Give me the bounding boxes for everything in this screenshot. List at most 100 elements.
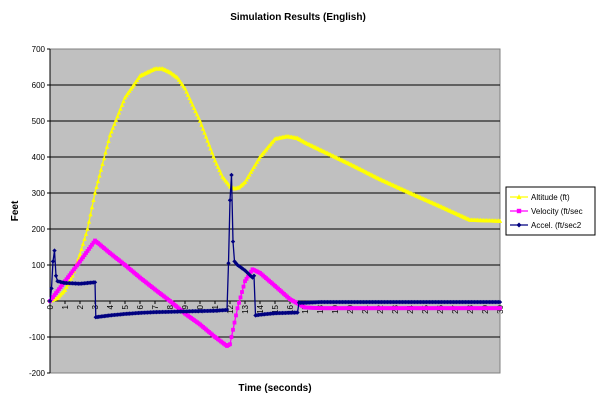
data-point (95, 178, 101, 184)
x-tick-label: 16 (286, 304, 295, 313)
data-point (77, 251, 83, 256)
data-point (49, 286, 54, 291)
data-point (184, 89, 189, 94)
data-point (242, 268, 248, 273)
data-point (208, 146, 213, 151)
series-3 (47, 172, 503, 320)
data-point (191, 105, 197, 110)
data-point (52, 293, 57, 297)
data-point (90, 242, 94, 247)
x-tick-label: 0 (46, 304, 55, 309)
data-point (214, 161, 219, 166)
y-tick-label: 0 (41, 297, 46, 306)
chart-title: Simulation Results (English) (230, 12, 366, 23)
data-point (88, 244, 93, 249)
x-tick-label: 5 (121, 304, 130, 309)
data-point (73, 265, 78, 270)
data-point (84, 251, 88, 255)
data-point (249, 269, 253, 274)
data-point (187, 95, 192, 101)
y-tick-label: -100 (29, 333, 46, 342)
data-point (197, 118, 203, 123)
data-point (205, 138, 210, 143)
data-point (106, 138, 111, 143)
y-tick-label: 400 (32, 153, 46, 162)
data-point (295, 310, 300, 315)
plot-area (49, 48, 501, 374)
data-point (104, 144, 110, 149)
data-point (53, 273, 59, 278)
data-point (64, 284, 69, 290)
data-point (92, 190, 98, 195)
data-point (69, 271, 73, 276)
data-point (215, 164, 221, 169)
data-point (256, 156, 261, 162)
data-point (79, 257, 84, 262)
data-point (92, 280, 98, 285)
data-point (82, 253, 87, 258)
data-point (244, 177, 249, 182)
data-point (75, 263, 79, 268)
data-point (217, 167, 222, 173)
data-point (497, 218, 503, 223)
data-point (254, 159, 260, 164)
data-point (250, 275, 255, 280)
data-point (232, 259, 237, 264)
data-point (88, 212, 93, 217)
data-point (245, 174, 251, 179)
data-point (66, 275, 70, 280)
y-tick-label: 300 (32, 189, 46, 198)
legend-box (505, 186, 596, 236)
data-point (54, 291, 58, 295)
data-point (227, 198, 233, 203)
x-axis-title: Time (seconds) (238, 383, 311, 394)
data-point (188, 98, 194, 104)
data-point (229, 172, 234, 178)
data-point (64, 277, 69, 282)
x-tick-label: 6 (136, 304, 145, 309)
data-point (185, 92, 191, 97)
data-point (190, 102, 195, 107)
x-tick-label: 15 (271, 304, 280, 313)
y-tick-label: -200 (29, 369, 46, 378)
x-tick-label: 9 (181, 304, 190, 309)
data-point (247, 272, 252, 277)
data-point (70, 269, 75, 274)
data-point (116, 110, 122, 115)
data-point (230, 239, 236, 244)
y-axis-title: Feet (10, 200, 21, 221)
y-tick-label: 700 (32, 45, 46, 54)
x-tick-label: 4 (106, 304, 115, 309)
legend-label: Accel. (ft/sec2 (531, 221, 582, 230)
data-point (248, 169, 254, 174)
data-point (218, 170, 224, 176)
data-point (182, 86, 188, 91)
data-point (49, 297, 54, 301)
y-tick-label: 200 (32, 225, 46, 234)
data-point (224, 307, 230, 313)
data-point (251, 273, 257, 278)
data-point (245, 271, 251, 276)
data-point (196, 115, 201, 120)
data-point (212, 158, 218, 163)
data-point (516, 208, 522, 214)
data-point (244, 269, 249, 275)
data-point (81, 255, 85, 260)
data-point (52, 248, 57, 253)
data-point (109, 129, 114, 134)
y-axis-ticks: -200 -100 0 100 200 300 400 500 600 700 (29, 45, 51, 378)
data-point (247, 172, 252, 177)
data-point (235, 262, 240, 268)
data-point (206, 142, 212, 147)
data-point (516, 194, 522, 200)
data-point (85, 226, 90, 231)
data-point (250, 167, 255, 172)
data-point (112, 121, 117, 126)
x-tick-label: 8 (166, 304, 175, 309)
data-point (78, 259, 82, 264)
x-tick-label: 1 (61, 304, 70, 309)
data-point (244, 276, 249, 281)
series-1 (47, 66, 503, 303)
data-point (113, 117, 119, 123)
data-point (91, 197, 96, 202)
